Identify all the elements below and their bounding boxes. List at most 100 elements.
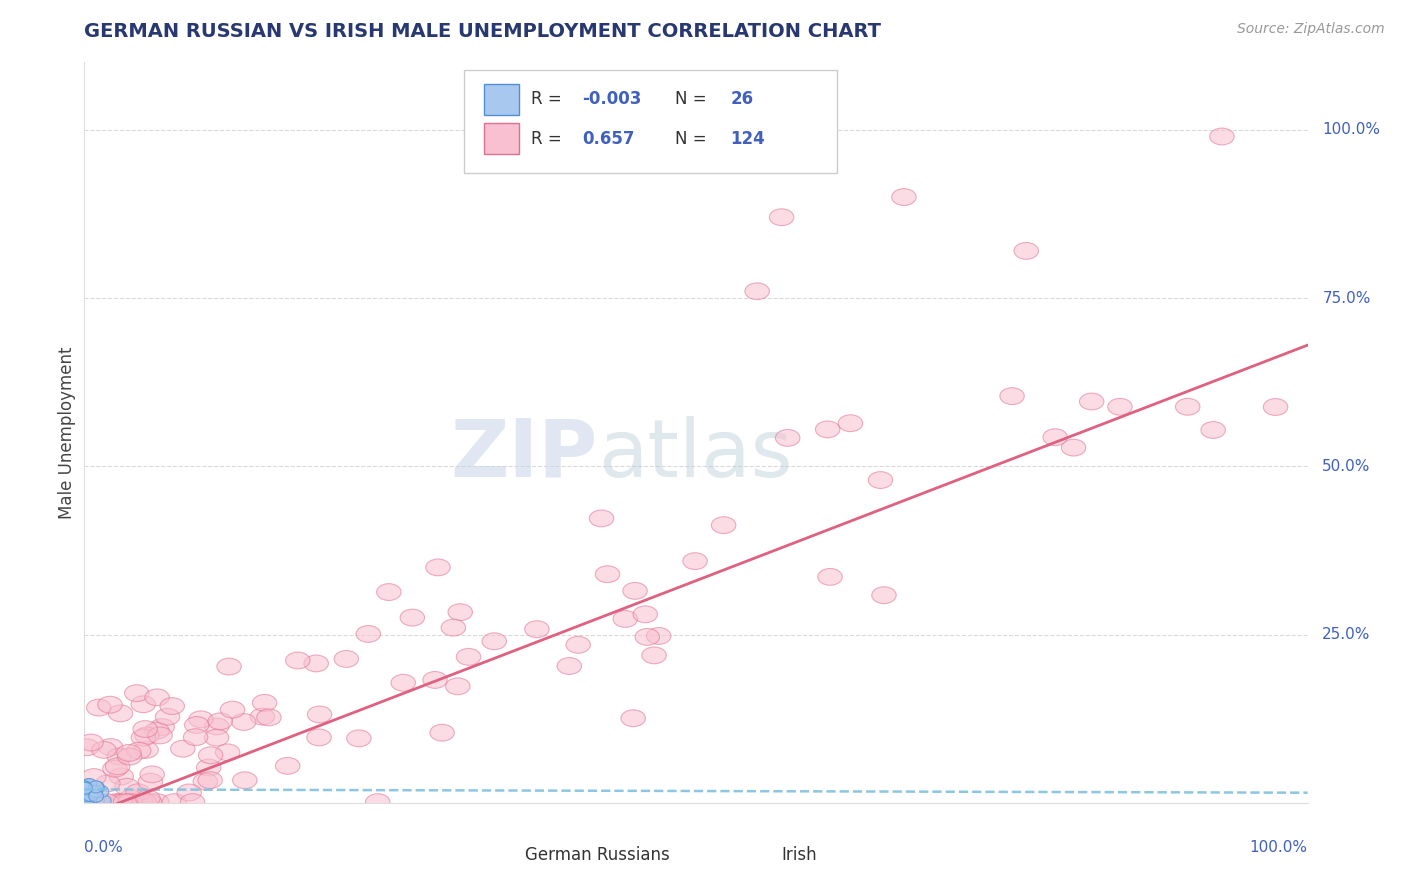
Ellipse shape (391, 674, 415, 691)
Ellipse shape (94, 794, 120, 811)
Ellipse shape (815, 421, 839, 438)
Ellipse shape (1014, 243, 1039, 260)
Ellipse shape (141, 766, 165, 783)
Text: 25.0%: 25.0% (1322, 627, 1371, 642)
Ellipse shape (177, 784, 201, 801)
FancyBboxPatch shape (488, 843, 515, 866)
Ellipse shape (105, 758, 129, 775)
Text: 100.0%: 100.0% (1250, 840, 1308, 855)
Ellipse shape (89, 780, 103, 793)
Text: R =: R = (531, 90, 567, 109)
Ellipse shape (745, 283, 769, 300)
Ellipse shape (87, 699, 111, 716)
Ellipse shape (155, 708, 180, 725)
Ellipse shape (125, 784, 150, 801)
Ellipse shape (683, 553, 707, 570)
Ellipse shape (401, 609, 425, 626)
Ellipse shape (94, 786, 108, 797)
Ellipse shape (276, 757, 299, 774)
Ellipse shape (138, 773, 163, 790)
Ellipse shape (104, 794, 128, 811)
Ellipse shape (204, 730, 229, 746)
Ellipse shape (198, 747, 222, 764)
Ellipse shape (595, 566, 620, 582)
Ellipse shape (145, 723, 169, 739)
Text: GERMAN RUSSIAN VS IRISH MALE UNEMPLOYMENT CORRELATION CHART: GERMAN RUSSIAN VS IRISH MALE UNEMPLOYMEN… (84, 22, 882, 41)
Ellipse shape (623, 582, 647, 599)
Ellipse shape (869, 472, 893, 489)
Ellipse shape (613, 610, 637, 627)
Ellipse shape (128, 794, 153, 811)
Ellipse shape (80, 789, 96, 802)
Ellipse shape (170, 740, 195, 757)
Ellipse shape (162, 794, 187, 811)
Ellipse shape (97, 795, 111, 807)
Ellipse shape (1043, 429, 1067, 446)
Ellipse shape (891, 188, 917, 205)
Ellipse shape (446, 678, 470, 695)
Ellipse shape (131, 729, 156, 746)
Ellipse shape (1264, 399, 1288, 416)
Ellipse shape (79, 795, 94, 806)
Ellipse shape (647, 628, 671, 644)
Ellipse shape (82, 779, 97, 790)
Ellipse shape (643, 647, 666, 664)
Ellipse shape (86, 794, 110, 811)
Text: 100.0%: 100.0% (1322, 122, 1381, 137)
Ellipse shape (193, 773, 218, 790)
Ellipse shape (377, 583, 401, 600)
Ellipse shape (96, 775, 120, 792)
Ellipse shape (125, 685, 149, 701)
Ellipse shape (636, 629, 659, 645)
Ellipse shape (524, 621, 550, 638)
Ellipse shape (335, 650, 359, 667)
Ellipse shape (77, 782, 93, 795)
Ellipse shape (1080, 393, 1104, 410)
Ellipse shape (138, 794, 162, 811)
Ellipse shape (82, 789, 96, 801)
Ellipse shape (132, 794, 156, 811)
FancyBboxPatch shape (464, 70, 837, 173)
Ellipse shape (232, 772, 257, 789)
Ellipse shape (89, 790, 104, 802)
Ellipse shape (80, 779, 96, 791)
Ellipse shape (79, 792, 93, 805)
Ellipse shape (304, 655, 329, 672)
Ellipse shape (79, 782, 93, 795)
Ellipse shape (80, 794, 104, 811)
Ellipse shape (1108, 399, 1132, 415)
Ellipse shape (423, 672, 447, 689)
Text: 26: 26 (730, 90, 754, 109)
Ellipse shape (208, 713, 232, 730)
Ellipse shape (1209, 128, 1234, 145)
Ellipse shape (621, 710, 645, 727)
Ellipse shape (135, 727, 159, 744)
Ellipse shape (107, 748, 132, 765)
Ellipse shape (117, 748, 142, 765)
Y-axis label: Male Unemployment: Male Unemployment (58, 346, 76, 519)
Ellipse shape (134, 741, 159, 758)
Ellipse shape (150, 719, 174, 735)
Ellipse shape (1175, 399, 1199, 415)
Ellipse shape (257, 709, 281, 726)
Ellipse shape (711, 516, 735, 533)
Ellipse shape (145, 689, 169, 706)
Ellipse shape (80, 796, 94, 808)
Ellipse shape (82, 769, 105, 786)
Ellipse shape (91, 741, 117, 758)
Ellipse shape (589, 510, 614, 527)
Ellipse shape (250, 708, 274, 725)
Ellipse shape (103, 760, 127, 777)
Ellipse shape (252, 695, 277, 711)
Ellipse shape (197, 759, 221, 776)
Ellipse shape (426, 559, 450, 576)
Ellipse shape (1000, 388, 1025, 405)
Text: R =: R = (531, 129, 567, 148)
Text: 0.657: 0.657 (582, 129, 634, 148)
Text: German Russians: German Russians (524, 846, 669, 863)
Ellipse shape (77, 794, 101, 811)
Ellipse shape (108, 794, 132, 811)
Ellipse shape (117, 745, 141, 761)
Ellipse shape (198, 772, 222, 789)
Ellipse shape (818, 568, 842, 585)
